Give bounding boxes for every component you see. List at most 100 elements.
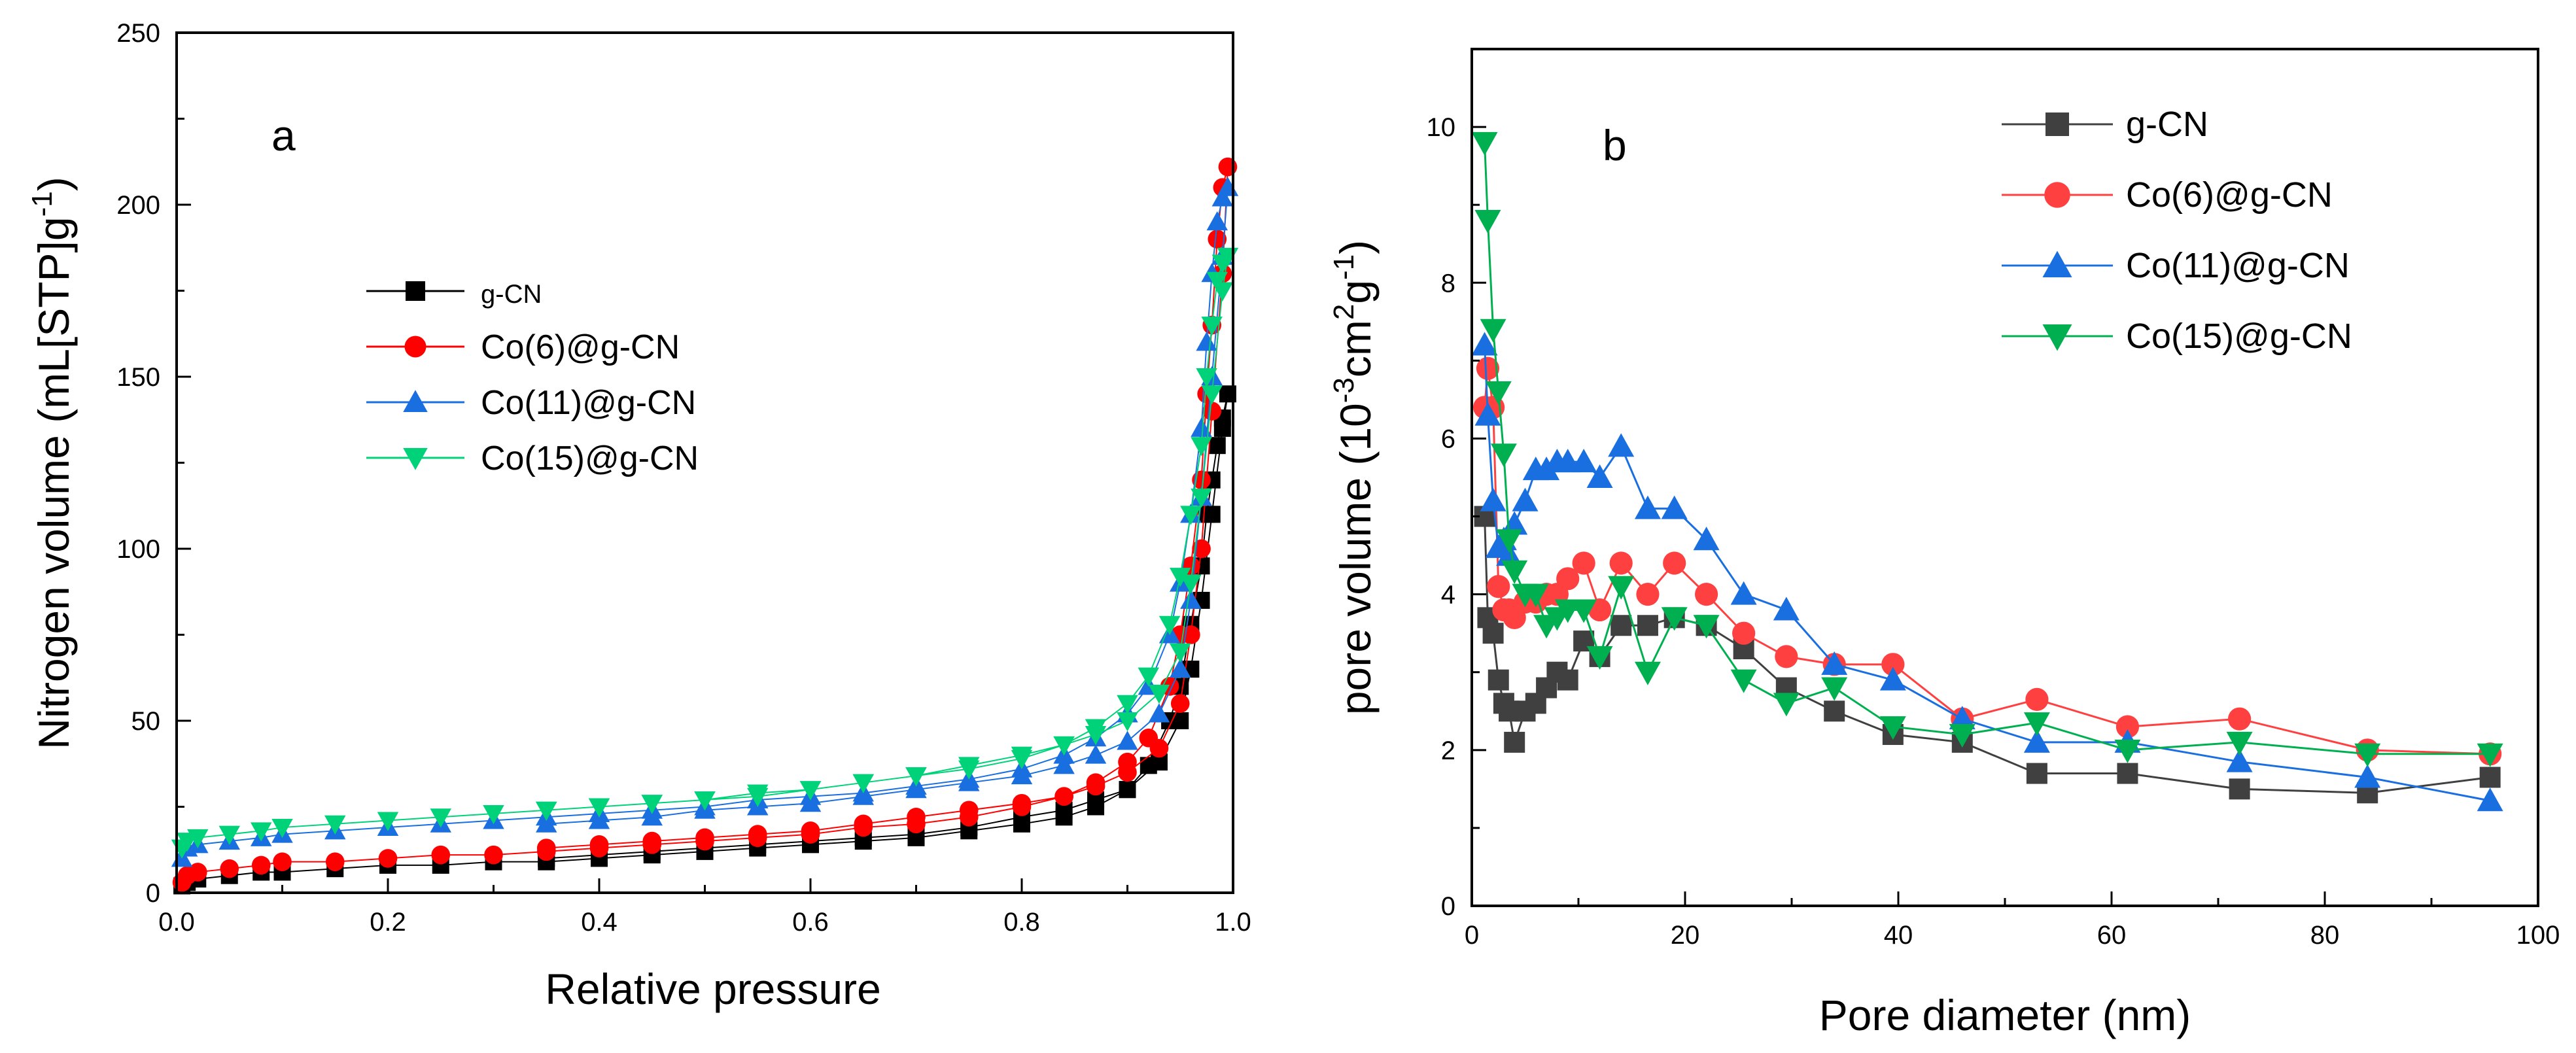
- data-point: [1211, 187, 1234, 207]
- data-point: [1203, 506, 1221, 523]
- data-point: [1608, 433, 1635, 457]
- data-point: [1490, 443, 1517, 468]
- data-point: [1637, 615, 1658, 636]
- legend-marker: [2044, 182, 2070, 208]
- data-point: [1201, 317, 1223, 336]
- legend-item: Co(6)@g-CN: [2002, 175, 2333, 215]
- data-point: [1504, 731, 1525, 753]
- data-point: [1196, 332, 1217, 351]
- data-point: [588, 810, 610, 829]
- data-point: [1949, 724, 1976, 748]
- data-point: [959, 801, 979, 820]
- panel-a-legend: g-CN Co(6)@g-CN Co(11)@g-CN Co(15)@g-CN: [366, 280, 699, 477]
- data-point: [271, 819, 293, 838]
- panel-b-axes: 0 20 40 60 80 100 0 2 4 6 8 10: [1427, 113, 2560, 950]
- data-point: [1086, 776, 1105, 796]
- data-point: [799, 792, 822, 812]
- data-point: [1118, 763, 1137, 782]
- data-point: [2228, 707, 2252, 731]
- data-point: [1180, 574, 1202, 594]
- data-point: [641, 806, 663, 826]
- data-point: [1191, 417, 1212, 437]
- y-tick-label: 50: [131, 707, 161, 736]
- legend-label: Co(11)@g-CN: [481, 384, 696, 422]
- data-point: [2226, 748, 2253, 772]
- data-point: [1609, 551, 1633, 575]
- legend-marker: [2042, 324, 2072, 351]
- data-point: [1501, 560, 1528, 584]
- data-point: [1557, 669, 1578, 691]
- data-point: [1117, 731, 1138, 750]
- panel-b-y-title-main: pore volume (10: [1331, 403, 1380, 715]
- panel-b-letter: b: [1603, 121, 1627, 169]
- data-point: [1879, 716, 1906, 740]
- data-point: [188, 863, 207, 882]
- data-point: [1730, 581, 1757, 605]
- legend-item: Co(15)@g-CN: [2002, 317, 2352, 356]
- x-tick-label: 100: [2516, 921, 2560, 950]
- data-point: [1488, 669, 1509, 691]
- data-point: [1012, 793, 1032, 813]
- data-point: [536, 801, 557, 821]
- data-point: [1117, 695, 1138, 714]
- data-point: [1148, 684, 1170, 704]
- data-point: [431, 845, 451, 865]
- data-point: [1634, 661, 1661, 685]
- data-point: [250, 822, 272, 842]
- panel-a-y-axis-title: Nitrogen volume (mL[STP]g-1): [26, 177, 78, 749]
- data-point: [852, 785, 874, 805]
- data-point: [325, 852, 345, 871]
- data-point: [1053, 736, 1075, 756]
- series-Co(11)@g-CN: [1471, 332, 2503, 812]
- data-point: [1213, 419, 1231, 437]
- legend-label: Co(6)@g-CN: [2126, 175, 2333, 215]
- y-tick-label: 10: [1427, 113, 1456, 142]
- data-point: [1480, 319, 1506, 343]
- panel-a-chart: 0.0 0.2 0.4 0.6 0.8 1.0 0 50 100 150 200 250 a Rela…: [26, 19, 1251, 1013]
- data-point: [748, 825, 767, 844]
- data-point: [641, 795, 663, 814]
- data-point: [747, 787, 769, 807]
- y-tick-label: 8: [1441, 269, 1455, 298]
- legend-marker: [2045, 112, 2069, 136]
- data-point: [2479, 767, 2501, 788]
- data-point: [378, 849, 398, 868]
- x-tick-label: 40: [1884, 921, 1913, 950]
- data-point: [1201, 385, 1223, 405]
- data-point: [1170, 658, 1191, 678]
- data-point: [1482, 623, 1504, 644]
- data-point: [324, 815, 346, 835]
- panel-a-x-axis-title: Relative pressure: [545, 965, 881, 1013]
- data-point: [1586, 464, 1613, 488]
- data-point: [1821, 677, 1848, 701]
- series-line: [1484, 368, 2490, 755]
- data-point: [2477, 787, 2503, 812]
- data-point: [483, 805, 504, 825]
- data-point: [2354, 743, 2381, 767]
- data-point: [1636, 583, 1660, 606]
- legend-item: Co(15)@g-CN: [366, 440, 699, 477]
- x-tick-label: 0.4: [581, 908, 618, 937]
- x-tick-label: 0.0: [158, 908, 195, 937]
- data-point: [1471, 131, 1498, 156]
- legend-marker: [404, 336, 426, 358]
- data-point: [1695, 583, 1718, 606]
- series-line: [1484, 142, 2490, 755]
- legend-item: Co(6)@g-CN: [366, 328, 680, 366]
- data-point: [2226, 731, 2253, 755]
- data-point: [1211, 282, 1234, 302]
- data-point: [1732, 621, 1756, 645]
- data-point: [852, 774, 874, 793]
- legend-item: g-CN: [366, 280, 542, 309]
- data-point: [1949, 706, 1976, 730]
- data-point: [1085, 726, 1107, 746]
- data-point: [218, 825, 240, 845]
- data-point: [1487, 575, 1510, 598]
- data-point: [1773, 596, 1800, 621]
- legend-label: Co(15)@g-CN: [2126, 317, 2352, 356]
- data-point: [1663, 551, 1686, 575]
- legend-marker: [2042, 250, 2072, 277]
- data-point: [1180, 589, 1202, 609]
- data-point: [1881, 653, 1905, 676]
- y-tick-label: 2: [1441, 736, 1455, 765]
